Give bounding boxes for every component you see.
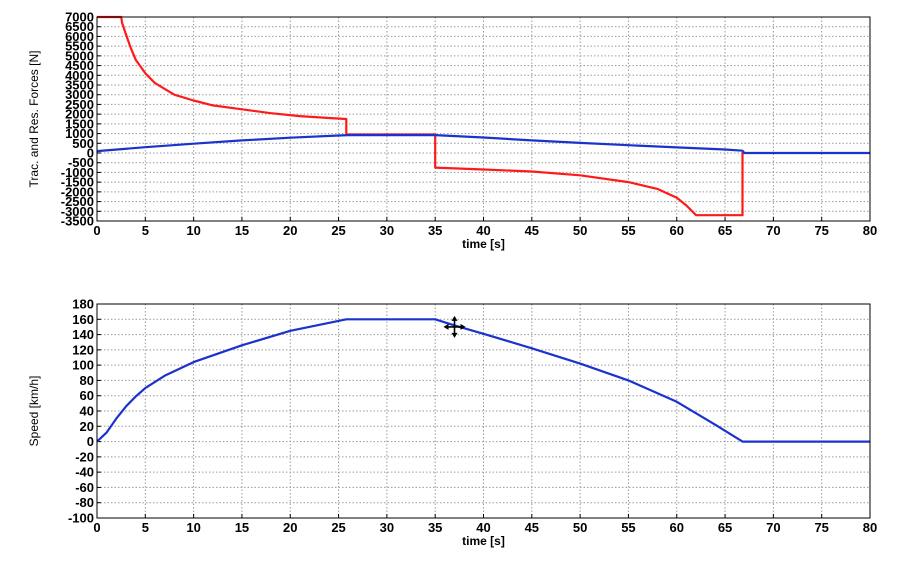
y-tick-label: 160 bbox=[72, 312, 94, 327]
y-tick-label: 4000 bbox=[65, 68, 94, 83]
y-tick-label: 20 bbox=[80, 419, 94, 434]
y-tick-label: 100 bbox=[72, 358, 94, 373]
y-tick-label: 140 bbox=[72, 327, 94, 342]
x-tick-label: 55 bbox=[621, 223, 635, 238]
x-tick-label: 80 bbox=[863, 520, 877, 535]
axes-box bbox=[96, 16, 871, 222]
cursor-arrowheads bbox=[443, 315, 466, 338]
x-tick-label: 40 bbox=[476, 223, 490, 238]
y-tick-label: 120 bbox=[72, 342, 94, 357]
x-tick-label: 35 bbox=[428, 223, 442, 238]
y-tick-label: -40 bbox=[75, 465, 94, 480]
y-tick-label: -60 bbox=[75, 480, 94, 495]
y-tick-label: 0 bbox=[87, 146, 94, 161]
x-tick-label: 45 bbox=[525, 223, 539, 238]
series-line-traction bbox=[97, 15, 745, 217]
y-tick-label: 2000 bbox=[65, 107, 94, 122]
y-tick-label: 2500 bbox=[65, 97, 94, 112]
x-tick-label: 30 bbox=[380, 520, 394, 535]
series-line-resistance bbox=[96, 134, 870, 155]
x-tick-label: 75 bbox=[814, 223, 828, 238]
move-cursor-icon bbox=[443, 315, 466, 338]
y-tick-label: 500 bbox=[72, 136, 94, 151]
y-tick-label: 3000 bbox=[65, 87, 94, 102]
y-tick-label: 6500 bbox=[65, 19, 94, 34]
y-tick-label: -500 bbox=[68, 155, 94, 170]
y-tick-label: 4500 bbox=[65, 58, 94, 73]
y-tick-label: 6000 bbox=[65, 29, 94, 44]
x-tick-label: 30 bbox=[380, 223, 394, 238]
x-tick-label: 5 bbox=[142, 520, 149, 535]
x-axis-label: time [s] bbox=[462, 534, 505, 548]
y-axis-label: Trac. and Res. Forces [N] bbox=[27, 51, 41, 188]
chart-1: 0 5 10 15 20 25 30 35 40 45 50 55 60 65 70 75 80 70006500… bbox=[27, 10, 877, 252]
x-tick-label: 40 bbox=[476, 520, 490, 535]
x-tick-label: 65 bbox=[718, 223, 732, 238]
y-tick-label: -1000 bbox=[61, 165, 94, 180]
x-tick-label: 15 bbox=[235, 223, 249, 238]
x-tick-label: 25 bbox=[331, 223, 345, 238]
y-tick-label: 5000 bbox=[65, 48, 94, 63]
y-tick-label: 1000 bbox=[65, 126, 94, 141]
x-tick-label: 75 bbox=[814, 520, 828, 535]
y-tick-label: 60 bbox=[80, 388, 94, 403]
x-tick-label: 65 bbox=[718, 520, 732, 535]
x-tick-label: 0 bbox=[93, 520, 100, 535]
x-tick-label: 80 bbox=[863, 223, 877, 238]
x-tick-label: 70 bbox=[766, 223, 780, 238]
y-axis-label: Speed [km/h] bbox=[27, 376, 41, 447]
y-tick-label: -2000 bbox=[61, 184, 94, 199]
y-tick-label: -20 bbox=[75, 449, 94, 464]
x-tick-label: 70 bbox=[766, 520, 780, 535]
axes-box bbox=[96, 303, 871, 519]
x-tick-label: 60 bbox=[670, 520, 684, 535]
x-tick-label: 10 bbox=[186, 223, 200, 238]
x-tick-label: 5 bbox=[142, 223, 149, 238]
x-axis-label: time [s] bbox=[462, 237, 505, 251]
y-tick-label: -80 bbox=[75, 495, 94, 510]
x-tick-label: 50 bbox=[573, 223, 587, 238]
chart-2: 0 5 10 15 20 25 30 35 40 45 50 55 60 65 70 75 80 18016014… bbox=[27, 297, 877, 549]
y-tick-label: 40 bbox=[80, 404, 94, 419]
x-tick-label: 60 bbox=[670, 223, 684, 238]
y-tick-label: 80 bbox=[80, 373, 94, 388]
x-tick-label: 0 bbox=[93, 223, 100, 238]
x-tick-label: 10 bbox=[186, 520, 200, 535]
y-tick-label: -3500 bbox=[61, 214, 94, 229]
y-tick-label: 1500 bbox=[65, 116, 94, 131]
x-tick-label: 15 bbox=[235, 520, 249, 535]
y-tick-label: -100 bbox=[68, 511, 94, 526]
x-tick-label: 55 bbox=[621, 520, 635, 535]
y-tick-label: 7000 bbox=[65, 10, 94, 25]
y-tick-label: 3500 bbox=[65, 78, 94, 93]
x-tick-label: 20 bbox=[283, 223, 297, 238]
y-tick-label: 0 bbox=[87, 434, 94, 449]
y-tick-label: 5500 bbox=[65, 39, 94, 54]
x-tick-label: 20 bbox=[283, 520, 297, 535]
x-tick-label: 35 bbox=[428, 520, 442, 535]
x-tick-label: 50 bbox=[573, 520, 587, 535]
y-tick-label: -3000 bbox=[61, 204, 94, 219]
y-tick-label: -2500 bbox=[61, 194, 94, 209]
x-tick-label: 45 bbox=[525, 520, 539, 535]
y-tick-label: -1500 bbox=[61, 175, 94, 190]
y-tick-label: 180 bbox=[72, 297, 94, 312]
series-line-speed bbox=[96, 318, 870, 443]
x-tick-label: 25 bbox=[331, 520, 345, 535]
